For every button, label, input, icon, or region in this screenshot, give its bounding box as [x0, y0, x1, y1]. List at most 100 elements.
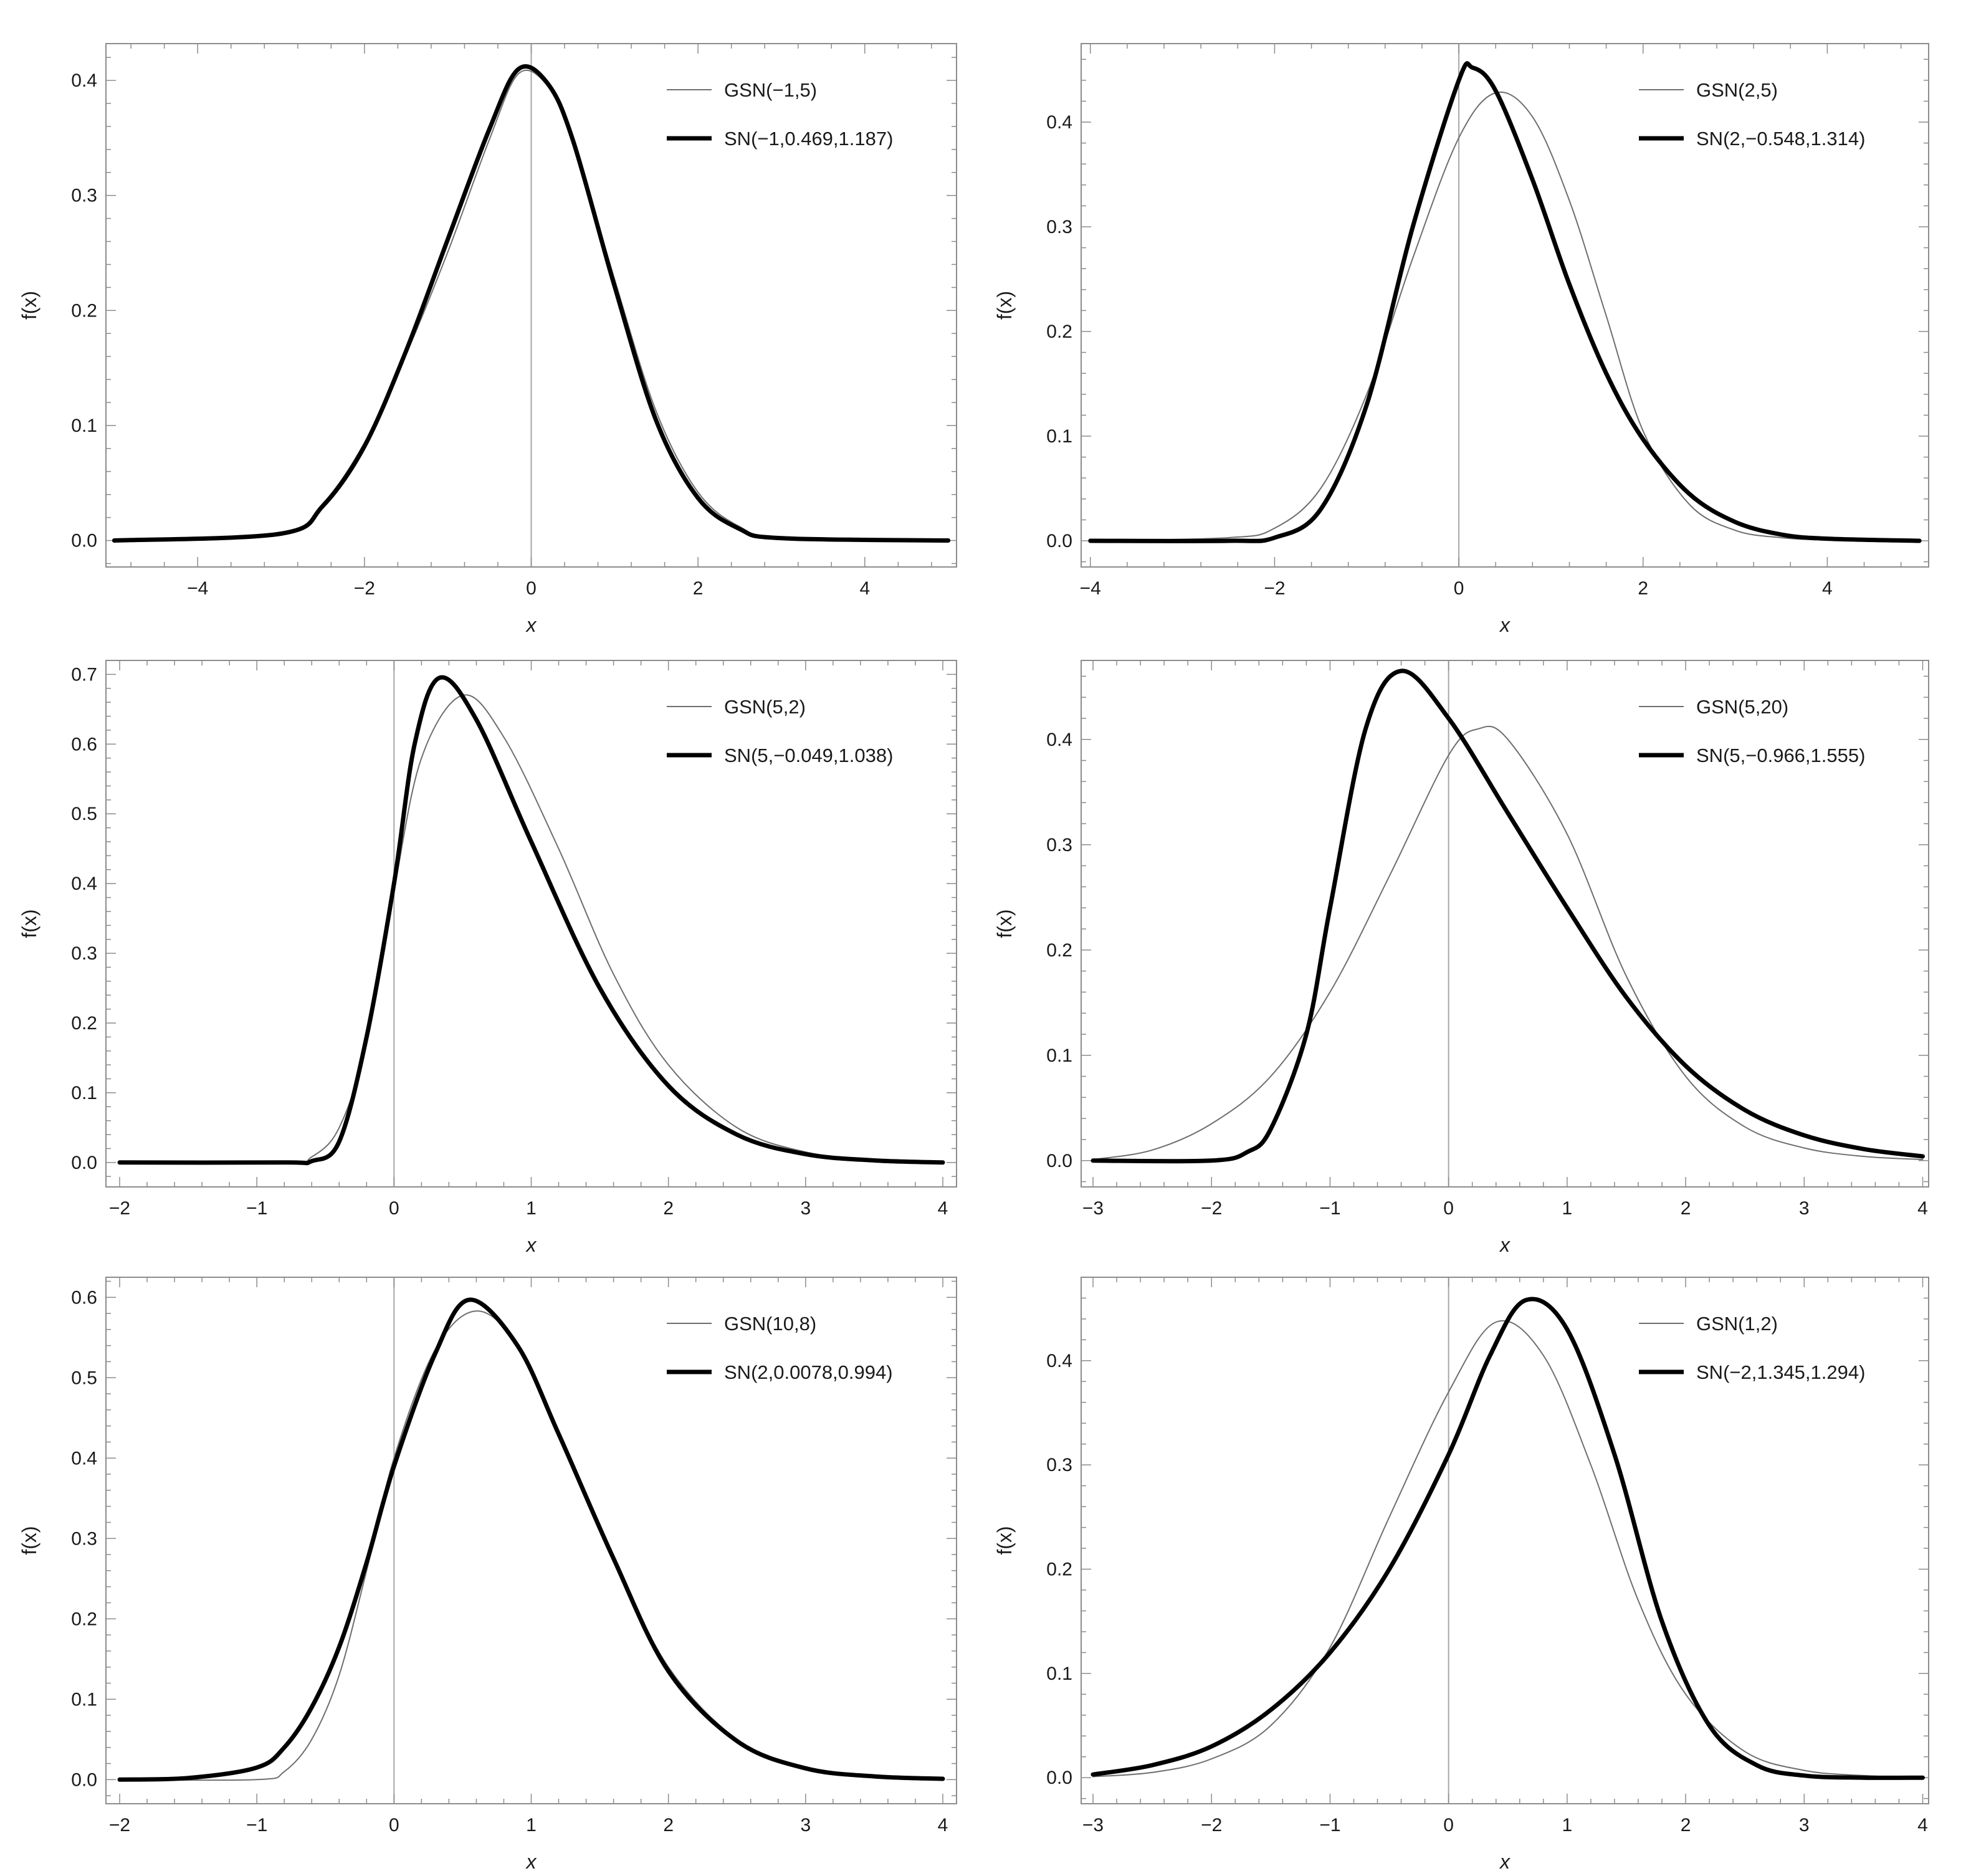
legend-label: SN(−2,1.345,1.294)	[1696, 1361, 1865, 1383]
legend-label: SN(−1,0.469,1.187)	[724, 128, 893, 150]
legend-label: GSN(5,20)	[1696, 696, 1788, 718]
x-tick-label: −2	[1264, 578, 1285, 599]
legend-label: GSN(−1,5)	[724, 79, 817, 101]
x-tick-label: −2	[354, 578, 375, 599]
y-axis-label: f(x)	[993, 291, 1016, 320]
x-axis-label: x	[1499, 1234, 1510, 1256]
y-tick-label: 0.2	[1046, 940, 1072, 961]
x-tick-label: −1	[246, 1815, 267, 1836]
chart-panel-5: −2 −1 0 1 2 3 4 0.0 0.1 0.2 0.3 0.4 0.5 0.6 x f(x) GSN(1…	[18, 1277, 957, 1873]
y-axis-label: f(x)	[993, 1526, 1016, 1555]
x-tick-label: 4	[1917, 1815, 1928, 1836]
plot-frame	[1081, 1277, 1929, 1804]
chart-panel-3: −2 −1 0 1 2 3 4 0.0 0.1 0.2 0.3 0.4 0.5 0.6 0.7 x f(x) GS…	[18, 660, 957, 1256]
y-tick-label: 0.4	[1046, 1351, 1072, 1371]
x-tick-label: 3	[800, 1815, 811, 1836]
y-tick-label: 0.3	[71, 186, 97, 206]
y-tick-label: 0.6	[71, 1287, 97, 1308]
y-tick-label: 0.1	[1046, 1045, 1072, 1066]
x-tick-label: 0	[389, 1815, 399, 1836]
y-tick-label: 0.2	[1046, 321, 1072, 342]
plot-frame	[1081, 660, 1929, 1188]
y-tick-label: 0.0	[1046, 1151, 1072, 1171]
y-axis-label: f(x)	[18, 291, 41, 320]
y-tick-label: 0.1	[1046, 426, 1072, 447]
series-line-sn	[112, 64, 951, 543]
x-tick-label: 4	[938, 1198, 948, 1219]
series-line-sn	[1090, 669, 1925, 1164]
x-tick-label: −2	[109, 1815, 130, 1836]
chart-panel-4: −3 −2 −1 0 1 2 3 4 0.0 0.1 0.2 0.3 0.4 x f(x) GSN(5,20)…	[993, 660, 1929, 1256]
x-axis-label: x	[525, 1234, 537, 1256]
legend-label: SN(2,−0.548,1.314)	[1696, 128, 1865, 150]
y-tick-label: 0.0	[1046, 1768, 1072, 1788]
y-tick-label: 0.0	[71, 1769, 97, 1790]
plot-frame	[105, 660, 957, 1188]
x-tick-label: 0	[1443, 1198, 1454, 1219]
chart-panel-6: −3 −2 −1 0 1 2 3 4 0.0 0.1 0.2 0.3 0.4 x f(x) GSN(1,2) S…	[993, 1277, 1929, 1873]
x-tick-label: 2	[1681, 1815, 1691, 1836]
y-tick-label: 0.4	[71, 70, 97, 91]
x-tick-label: −2	[109, 1198, 130, 1219]
y-tick-label: 0.3	[1046, 835, 1072, 855]
x-tick-label: 1	[526, 1815, 537, 1836]
x-tick-label: 4	[859, 578, 870, 599]
y-tick-label: 0.2	[1046, 1559, 1072, 1580]
x-tick-label: −1	[1319, 1198, 1340, 1219]
series-line-gsn	[119, 694, 943, 1164]
y-tick-label: 0.4	[71, 1448, 97, 1469]
y-tick-label: 0.2	[71, 1013, 97, 1034]
series-line-gsn	[1092, 1320, 1924, 1779]
legend-label: SN(5,−0.966,1.555)	[1696, 745, 1865, 766]
legend-label: GSN(2,5)	[1696, 79, 1778, 101]
series-line-sn	[117, 1297, 945, 1782]
x-tick-label: 4	[938, 1815, 948, 1836]
x-tick-label: 2	[663, 1815, 674, 1836]
x-tick-label: −1	[1319, 1815, 1340, 1836]
y-axis-label: f(x)	[18, 909, 41, 938]
series-line-sn	[117, 675, 945, 1166]
y-tick-label: 0.5	[71, 804, 97, 824]
x-tick-label: 1	[1562, 1198, 1573, 1219]
x-tick-label: 3	[1799, 1815, 1810, 1836]
x-tick-label: 0	[1454, 578, 1464, 599]
x-tick-label: 1	[526, 1198, 537, 1219]
x-tick-label: −4	[187, 578, 208, 599]
y-tick-label: 0.3	[1046, 1455, 1072, 1475]
y-tick-label: 0.4	[1046, 112, 1072, 133]
series-line-sn	[1090, 1297, 1925, 1780]
series-line-gsn	[1092, 725, 1924, 1161]
x-axis-label: x	[1499, 614, 1510, 636]
y-tick-label: 0.6	[71, 734, 97, 755]
x-tick-label: −1	[246, 1198, 267, 1219]
x-axis-label: x	[1499, 1850, 1510, 1873]
y-tick-label: 0.1	[71, 1689, 97, 1710]
y-axis-label: f(x)	[18, 1526, 41, 1555]
y-tick-label: 0.3	[1046, 217, 1072, 237]
legend-label: SN(2,0.0078,0.994)	[724, 1361, 893, 1383]
y-tick-label: 0.0	[71, 531, 97, 551]
x-tick-label: 0	[1443, 1815, 1454, 1836]
x-tick-label: 3	[1799, 1198, 1810, 1219]
legend-label: GSN(1,2)	[1696, 1313, 1778, 1335]
x-tick-label: 4	[1917, 1198, 1928, 1219]
y-axis-label: f(x)	[993, 909, 1016, 938]
x-axis-label: x	[525, 614, 537, 636]
x-tick-label: 3	[800, 1198, 811, 1219]
x-tick-label: 2	[1638, 578, 1648, 599]
x-tick-label: −3	[1082, 1815, 1104, 1836]
x-tick-label: 1	[1562, 1815, 1573, 1836]
y-tick-label: 0.2	[71, 300, 97, 321]
y-tick-label: 0.3	[71, 1528, 97, 1549]
plot-frame	[1081, 43, 1929, 568]
plot-frame	[105, 1277, 957, 1804]
y-tick-label: 0.1	[71, 416, 97, 436]
y-tick-label: 0.5	[71, 1368, 97, 1388]
x-tick-label: −3	[1082, 1198, 1104, 1219]
x-tick-label: 2	[693, 578, 704, 599]
y-tick-label: 0.4	[1046, 730, 1072, 750]
y-tick-label: 0.0	[1046, 531, 1072, 551]
x-tick-label: 4	[1822, 578, 1833, 599]
x-tick-label: 2	[1681, 1198, 1691, 1219]
